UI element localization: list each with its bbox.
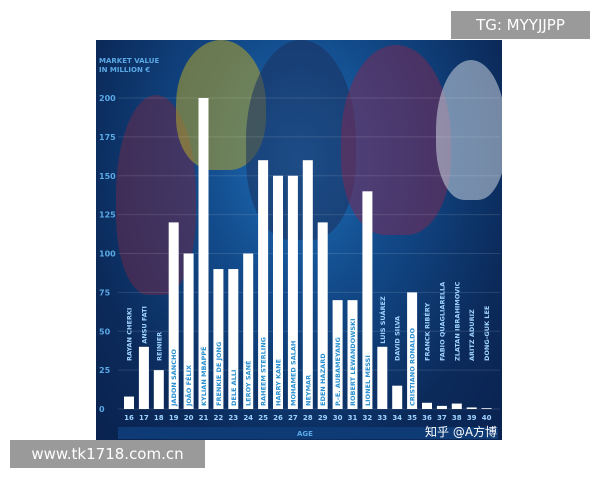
x-tick-label: 22 — [214, 414, 224, 422]
bar — [347, 300, 358, 409]
player-label: KYLIAN MBAPPÉ — [199, 347, 208, 406]
bar — [183, 253, 194, 409]
x-tick-label: 28 — [303, 414, 313, 422]
bar — [451, 403, 462, 409]
y-axis-label-line2: IN MILLION € — [99, 66, 150, 74]
player-label: LUIS SUÁREZ — [378, 296, 387, 344]
player-label: MOHAMED SALAH — [289, 341, 297, 406]
player-label: FABIO QUAGLIARELLA — [438, 282, 446, 361]
bar — [422, 402, 432, 409]
player-label: EDEN HAZARD — [319, 353, 327, 406]
x-tick-label: 37 — [437, 414, 447, 422]
y-tick-label: 50 — [99, 327, 111, 336]
player-label: CRISTIANO RONALDO — [409, 327, 417, 406]
bar — [362, 191, 373, 409]
player-label: P.-E. AUBAMEYANG — [334, 337, 342, 406]
watermark-top: TG: MYYJJPP — [451, 11, 590, 39]
player-label: ZLATAN IBRAHIMOVIC — [453, 281, 461, 361]
y-axis-label-line1: MARKET VALUE — [99, 57, 159, 65]
player-label: DAVID SILVA — [394, 316, 402, 361]
player-label: RAHEEM STERLING — [260, 337, 268, 406]
x-tick-label: 21 — [199, 414, 209, 422]
player-label: ARITZ ADURIZ — [468, 309, 476, 361]
player-label: JADON SANCHO — [170, 349, 178, 407]
x-tick-label: 30 — [333, 414, 343, 422]
bar — [317, 222, 328, 409]
bar — [466, 407, 477, 409]
player-label: ANSU FATI — [140, 306, 148, 344]
x-tick-label: 24 — [243, 414, 253, 422]
player-label: LIONEL MESSI — [364, 355, 372, 406]
watermark-url: www.tk1718.com.cn — [10, 440, 205, 468]
x-tick-label: 32 — [363, 414, 373, 422]
bar — [287, 175, 298, 409]
bar — [243, 253, 254, 409]
bar — [377, 346, 388, 409]
x-tick-label: 34 — [392, 414, 402, 422]
bar — [392, 385, 403, 409]
watermark-credit: 知乎 @A方博 — [425, 425, 498, 439]
x-tick-label: 20 — [184, 414, 194, 422]
bar — [332, 300, 343, 409]
player-label: REINIER — [155, 332, 163, 361]
player-label: NEYMAR — [304, 375, 312, 406]
x-axis-band — [118, 427, 498, 439]
x-tick-label: 40 — [482, 414, 492, 422]
x-tick-label: 19 — [169, 414, 179, 422]
player-photo — [436, 60, 502, 200]
bar — [436, 405, 447, 409]
bar — [213, 269, 224, 409]
bar — [138, 346, 149, 409]
player-label: RAYAN CHERKI — [126, 308, 134, 361]
bar — [258, 160, 269, 409]
y-tick-label: 100 — [99, 250, 116, 259]
bar — [407, 292, 418, 409]
y-tick-label: 25 — [99, 366, 111, 375]
bar — [273, 175, 283, 409]
y-tick-label: 150 — [99, 172, 116, 181]
player-label: FRENKIE DE JONG — [215, 342, 223, 406]
x-tick-label: 33 — [377, 414, 387, 422]
player-label: FRANCK RIBÉRY — [423, 303, 432, 361]
x-tick-label: 16 — [124, 414, 134, 422]
player-label: DONG-GUK LEE — [483, 306, 491, 361]
bar — [124, 396, 134, 409]
bar — [481, 408, 492, 409]
x-tick-label: 38 — [452, 414, 462, 422]
bar — [153, 370, 164, 409]
player-label: LEROY SANÉ — [244, 361, 253, 406]
x-tick-label: 17 — [139, 414, 149, 422]
y-tick-label: 175 — [99, 133, 116, 142]
x-tick-label: 35 — [407, 414, 417, 422]
player-photo — [341, 45, 451, 235]
bar — [302, 160, 313, 409]
x-axis-label: AGE — [297, 430, 313, 438]
player-label: ROBERT LEWANDOWSKI — [349, 319, 357, 407]
x-tick-label: 23 — [228, 414, 238, 422]
y-tick-label: 125 — [99, 211, 116, 220]
player-label: HARRY KANE — [275, 359, 283, 406]
x-tick-label: 36 — [422, 414, 432, 422]
y-tick-label: 75 — [99, 288, 111, 297]
y-tick-label: 200 — [99, 94, 116, 103]
x-tick-label: 25 — [258, 414, 268, 422]
x-tick-label: 26 — [273, 414, 283, 422]
chart-background — [96, 40, 502, 440]
y-tick-label: 0 — [99, 405, 105, 414]
x-tick-label: 31 — [348, 414, 358, 422]
x-tick-label: 18 — [154, 414, 164, 422]
bar — [198, 98, 209, 409]
x-tick-label: 27 — [288, 414, 298, 422]
bar — [228, 269, 239, 409]
x-tick-label: 29 — [318, 414, 328, 422]
player-label: DELE ALLI — [230, 370, 238, 406]
player-label: JOÃO FÉLIX — [184, 365, 193, 407]
x-tick-label: 39 — [467, 414, 477, 422]
bar — [168, 222, 179, 409]
